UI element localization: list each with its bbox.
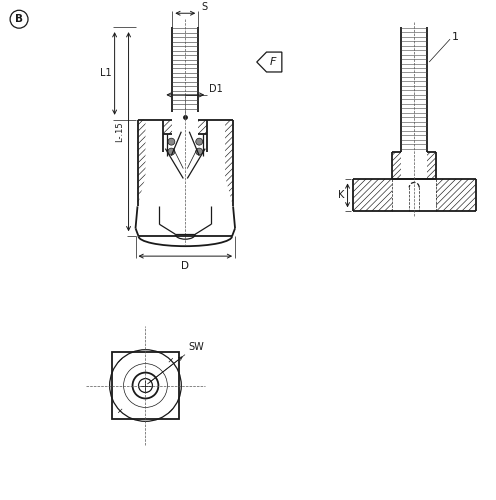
Text: SW: SW (188, 342, 204, 351)
Circle shape (168, 138, 175, 145)
Circle shape (168, 148, 175, 155)
Text: D: D (182, 261, 189, 271)
Text: K: K (338, 190, 345, 200)
Text: F: F (270, 57, 276, 67)
Text: L1: L1 (100, 68, 112, 78)
Text: B: B (15, 14, 23, 24)
Circle shape (196, 138, 203, 145)
Text: S: S (201, 2, 207, 12)
Text: L-.15: L-.15 (116, 122, 124, 142)
Circle shape (196, 148, 203, 155)
Text: 1: 1 (452, 32, 459, 42)
Text: D1: D1 (209, 84, 223, 94)
